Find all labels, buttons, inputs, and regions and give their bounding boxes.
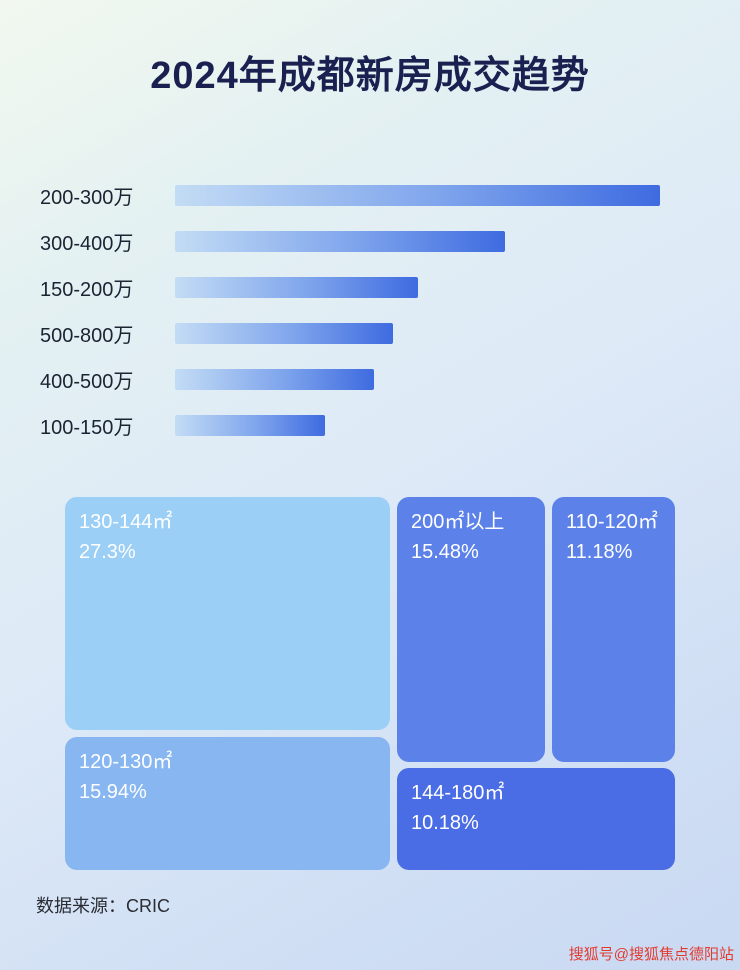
- treemap-block-value: 10.18%: [411, 812, 479, 834]
- bar: [175, 414, 326, 436]
- data-source: 数据来源：CRIC: [36, 896, 170, 916]
- bar-category-label: 200-300万: [40, 186, 134, 209]
- bar-track: [175, 368, 660, 390]
- price-range-bar-chart: 200-300万 300-400万 150-200万 500-800万 400-: [40, 172, 700, 448]
- bar-track: [175, 184, 660, 206]
- bar-track: [175, 414, 660, 436]
- watermark: 搜狐号@搜狐焦点德阳站: [568, 946, 734, 963]
- treemap-block-label: 110-120㎡: [566, 511, 658, 533]
- treemap-block-110-120: 110-120㎡ 11.18%: [552, 497, 675, 762]
- treemap-block-120-130: 120-130㎡ 15.94%: [65, 737, 390, 870]
- bar: [175, 276, 418, 298]
- treemap-block-130-144: 130-144㎡ 27.3%: [65, 497, 390, 730]
- bar-row: 100-150万: [40, 402, 700, 448]
- bar-track: [175, 276, 660, 298]
- bar-track: [175, 230, 660, 252]
- treemap-block-200-plus: 200㎡以上 15.48%: [397, 497, 545, 762]
- bar-track: [175, 322, 660, 344]
- treemap-block-144-180: 144-180㎡ 10.18%: [397, 768, 675, 870]
- bar-row: 200-300万: [40, 172, 700, 218]
- treemap-block-value: 15.48%: [411, 541, 479, 563]
- bar-row: 300-400万: [40, 218, 700, 264]
- bar-row: 150-200万: [40, 264, 700, 310]
- bar-category-label: 300-400万: [40, 232, 134, 255]
- treemap-block-label: 120-130㎡: [79, 751, 173, 773]
- bar: [175, 368, 374, 390]
- bar: [175, 184, 660, 206]
- bar-category-label: 100-150万: [40, 416, 134, 439]
- bar: [175, 322, 394, 344]
- treemap-block-label: 144-180㎡: [411, 782, 505, 804]
- bar-row: 400-500万: [40, 356, 700, 402]
- page-title: 2024年成都新房成交趋势: [150, 55, 590, 97]
- bar-row: 500-800万: [40, 310, 700, 356]
- treemap-block-value: 11.18%: [566, 541, 633, 563]
- bar-category-label: 400-500万: [40, 370, 134, 393]
- treemap-block-label: 200㎡以上: [411, 511, 505, 533]
- treemap-block-value: 27.3%: [79, 541, 136, 563]
- treemap-block-value: 15.94%: [79, 781, 147, 803]
- bar-category-label: 150-200万: [40, 278, 134, 301]
- area-share-treemap: 130-144㎡ 27.3% 200㎡以上 15.48% 110-120㎡ 11…: [65, 497, 675, 870]
- treemap-block-label: 130-144㎡: [79, 511, 173, 533]
- bar: [175, 230, 505, 252]
- bar-category-label: 500-800万: [40, 324, 134, 347]
